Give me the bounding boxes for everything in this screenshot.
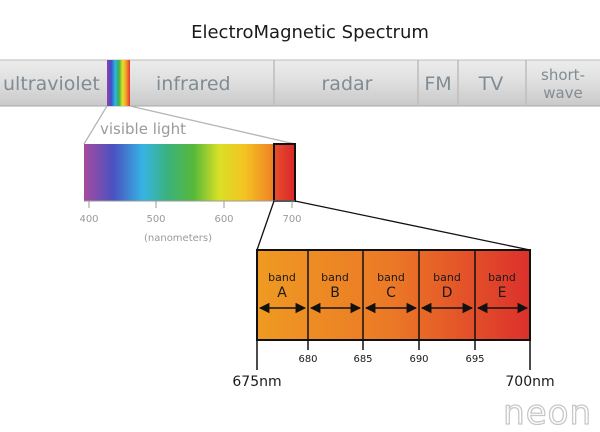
band-d: band D xyxy=(420,271,474,314)
page-title: ElectroMagnetic Spectrum xyxy=(191,22,429,43)
svg-text:A: A xyxy=(277,285,287,301)
em-band-ultraviolet: ultraviolet xyxy=(3,73,100,95)
zoom-line-left xyxy=(83,105,108,145)
visible-tick-label-600: 600 xyxy=(214,214,233,225)
band-a: band A xyxy=(258,271,307,314)
svg-text:band: band xyxy=(377,271,405,284)
visible-tick-label-400: 400 xyxy=(79,214,98,225)
zoom-line-right xyxy=(129,105,296,145)
visible-tick-label-500: 500 xyxy=(146,214,165,225)
band-c: band C xyxy=(364,271,418,314)
band-tick-label-685: 685 xyxy=(353,354,372,365)
range-end-label: 700nm xyxy=(505,374,554,390)
svg-text:B: B xyxy=(330,285,340,301)
zoom-line-bands-left xyxy=(256,200,275,251)
band-axis xyxy=(256,340,531,370)
svg-text:E: E xyxy=(498,285,507,301)
svg-text:C: C xyxy=(386,285,396,301)
visible-light-label: visible light xyxy=(100,120,186,138)
visible-unit-label: (nanometers) xyxy=(144,233,212,244)
neon-logo: neon xyxy=(503,393,592,432)
em-band-fm: FM xyxy=(424,73,451,95)
selected-range-box xyxy=(273,143,296,202)
band-box xyxy=(256,249,531,341)
em-band-shortwave-line2: wave xyxy=(543,84,583,102)
svg-text:band: band xyxy=(321,271,349,284)
em-band-infrared: infrared xyxy=(156,73,231,95)
svg-text:band: band xyxy=(433,271,461,284)
zoom-line-bands-right xyxy=(294,200,531,251)
range-start-label: 675nm xyxy=(232,374,281,390)
em-band-radar: radar xyxy=(322,73,373,95)
svg-text:band: band xyxy=(488,271,516,284)
visible-slice-narrow xyxy=(107,60,130,106)
band-tick-label-695: 695 xyxy=(465,354,484,365)
band-tick-label-690: 690 xyxy=(409,354,428,365)
band-e: band E xyxy=(476,271,529,314)
band-b: band B xyxy=(309,271,362,314)
svg-text:band: band xyxy=(268,271,296,284)
visible-light-bar xyxy=(84,143,296,208)
em-band-shortwave-line1: short- xyxy=(541,66,585,84)
band-tick-label-680: 680 xyxy=(298,354,317,365)
em-band-tv: TV xyxy=(478,73,504,95)
svg-text:D: D xyxy=(442,285,453,301)
em-spectrum-bar: ultraviolet infrared radar FM TV short- … xyxy=(0,59,600,107)
visible-tick-label-700: 700 xyxy=(282,214,301,225)
